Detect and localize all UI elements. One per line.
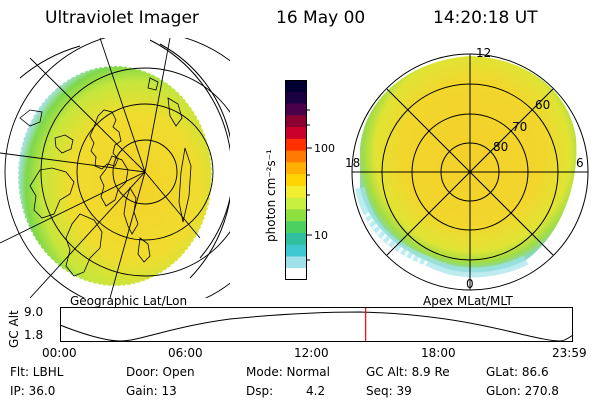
mlat-label-80: 80 [493,140,509,154]
mode-readout: Mode: Normal [246,365,330,379]
glon-readout: GLon: 270.8 [486,384,559,398]
colorbar-segment [285,80,307,93]
mlt-label-0: 0 [466,277,474,291]
earth-limb-arc [19,45,81,79]
meridian-line [29,57,146,173]
lat-circle [76,103,214,241]
dsp-label: Dsp: [246,384,274,398]
filter-readout: Flt: LBHL [10,365,64,379]
earth-limb-arc [159,43,230,259]
coastlines [19,77,192,277]
mlt-spoke [469,88,554,173]
mlat-label-60: 60 [535,98,551,112]
colorbar-ticks [307,109,312,261]
colorbar-segment [285,127,307,140]
altitude-tick-high: 9.0 [24,305,44,319]
meridian-line [144,38,171,173]
colorbar-segment [285,221,307,234]
colorbar-segment [285,232,307,246]
mlt-label-6: 6 [576,156,584,170]
colorbar-segment [285,268,307,281]
observation-date: 16 May 00 [276,8,366,28]
colorbar-unit-label: photon cm⁻²s⁻¹ [264,149,278,242]
apex-polar-plot [351,53,589,291]
mlt-spoke [386,88,471,173]
colorbar-segment [285,103,307,116]
colorbar-border [285,80,307,280]
time-tick-1800: 18:00 [421,346,456,360]
meridian-line [144,171,201,239]
gc-altitude-readout: GC Alt: 8.9 Re [366,365,450,379]
altitude-axis-label: GC Alt [7,310,21,348]
lat-circle [4,38,230,298]
colorbar-segment [285,162,307,175]
mlat-label-70: 70 [512,120,528,134]
earth-limb-arc [149,39,230,279]
meridian-line [109,171,146,298]
left-panel-caption: Geographic Lat/Lon [70,294,188,308]
colorbar-segment [285,197,307,210]
colorbar-segment [285,244,307,257]
meridian-line [0,152,146,173]
colorbar-segment [285,185,307,199]
observation-time: 14:20:18 UT [433,8,538,28]
aurora-image-geographic [18,66,212,286]
colorbar-segment [285,138,307,152]
colorbar [285,80,307,281]
colorbar-segment [285,91,307,105]
colorbar-segment [285,209,307,222]
glat-readout: GLat: 86.6 [486,365,549,379]
colorbar-segment [285,150,307,163]
gain-readout: Gain: 13 [126,384,177,398]
time-tick-0000: 00:00 [42,346,77,360]
mlt-label-12: 12 [476,46,492,60]
meridian-line [99,38,146,173]
meridian-line [0,171,146,244]
right-panel-caption: Apex MLat/MLT [423,294,513,308]
meridian-line [29,171,146,298]
altitude-curve [59,311,574,342]
mlt-label-18: 18 [345,156,361,170]
altitude-plot [59,307,574,342]
instrument-title: Ultraviolet Imager [45,8,199,28]
mlt-spoke [469,171,554,256]
door-readout: Door: Open [126,365,195,379]
geographic-image [0,38,230,298]
colorbar-segment [285,115,307,128]
colorbar-segment [285,256,307,269]
colorbar-segment [285,174,307,187]
time-tick-2359: 23:59 [552,346,587,360]
dsp-value: 4.2 [306,384,326,398]
colorbar-tick-100: 100 [314,142,335,155]
ip-readout: IP: 36.0 [10,384,56,398]
time-tick-0600: 06:00 [168,346,203,360]
lat-circle [112,139,178,205]
mlt-spoke [386,171,471,256]
lat-circle [40,67,230,277]
colorbar-tick-10: 10 [314,229,328,242]
time-tick-1200: 12:00 [294,346,329,360]
aurora-image-apex [360,56,577,273]
altitude-tick-low: 1.8 [24,328,44,342]
sequence-readout: Seq: 39 [366,384,412,398]
